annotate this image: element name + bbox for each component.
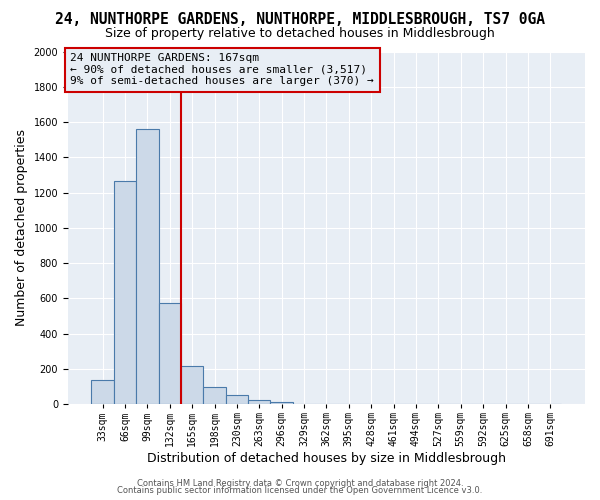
Y-axis label: Number of detached properties: Number of detached properties xyxy=(15,130,28,326)
Bar xyxy=(114,181,136,404)
X-axis label: Distribution of detached houses by size in Middlesbrough: Distribution of detached houses by size … xyxy=(147,452,506,465)
Bar xyxy=(158,303,181,404)
Text: 24, NUNTHORPE GARDENS, NUNTHORPE, MIDDLESBROUGH, TS7 0GA: 24, NUNTHORPE GARDENS, NUNTHORPE, MIDDLE… xyxy=(55,12,545,28)
Text: Contains public sector information licensed under the Open Government Licence v3: Contains public sector information licen… xyxy=(118,486,482,495)
Text: 24 NUNTHORPE GARDENS: 167sqm
← 90% of detached houses are smaller (3,517)
9% of : 24 NUNTHORPE GARDENS: 167sqm ← 90% of de… xyxy=(70,54,374,86)
Text: Contains HM Land Registry data © Crown copyright and database right 2024.: Contains HM Land Registry data © Crown c… xyxy=(137,478,463,488)
Bar xyxy=(136,129,158,404)
Bar xyxy=(91,380,114,404)
Bar xyxy=(271,402,293,404)
Bar xyxy=(248,400,271,404)
Bar xyxy=(226,394,248,404)
Text: Size of property relative to detached houses in Middlesbrough: Size of property relative to detached ho… xyxy=(105,28,495,40)
Bar xyxy=(203,388,226,404)
Bar xyxy=(181,366,203,404)
